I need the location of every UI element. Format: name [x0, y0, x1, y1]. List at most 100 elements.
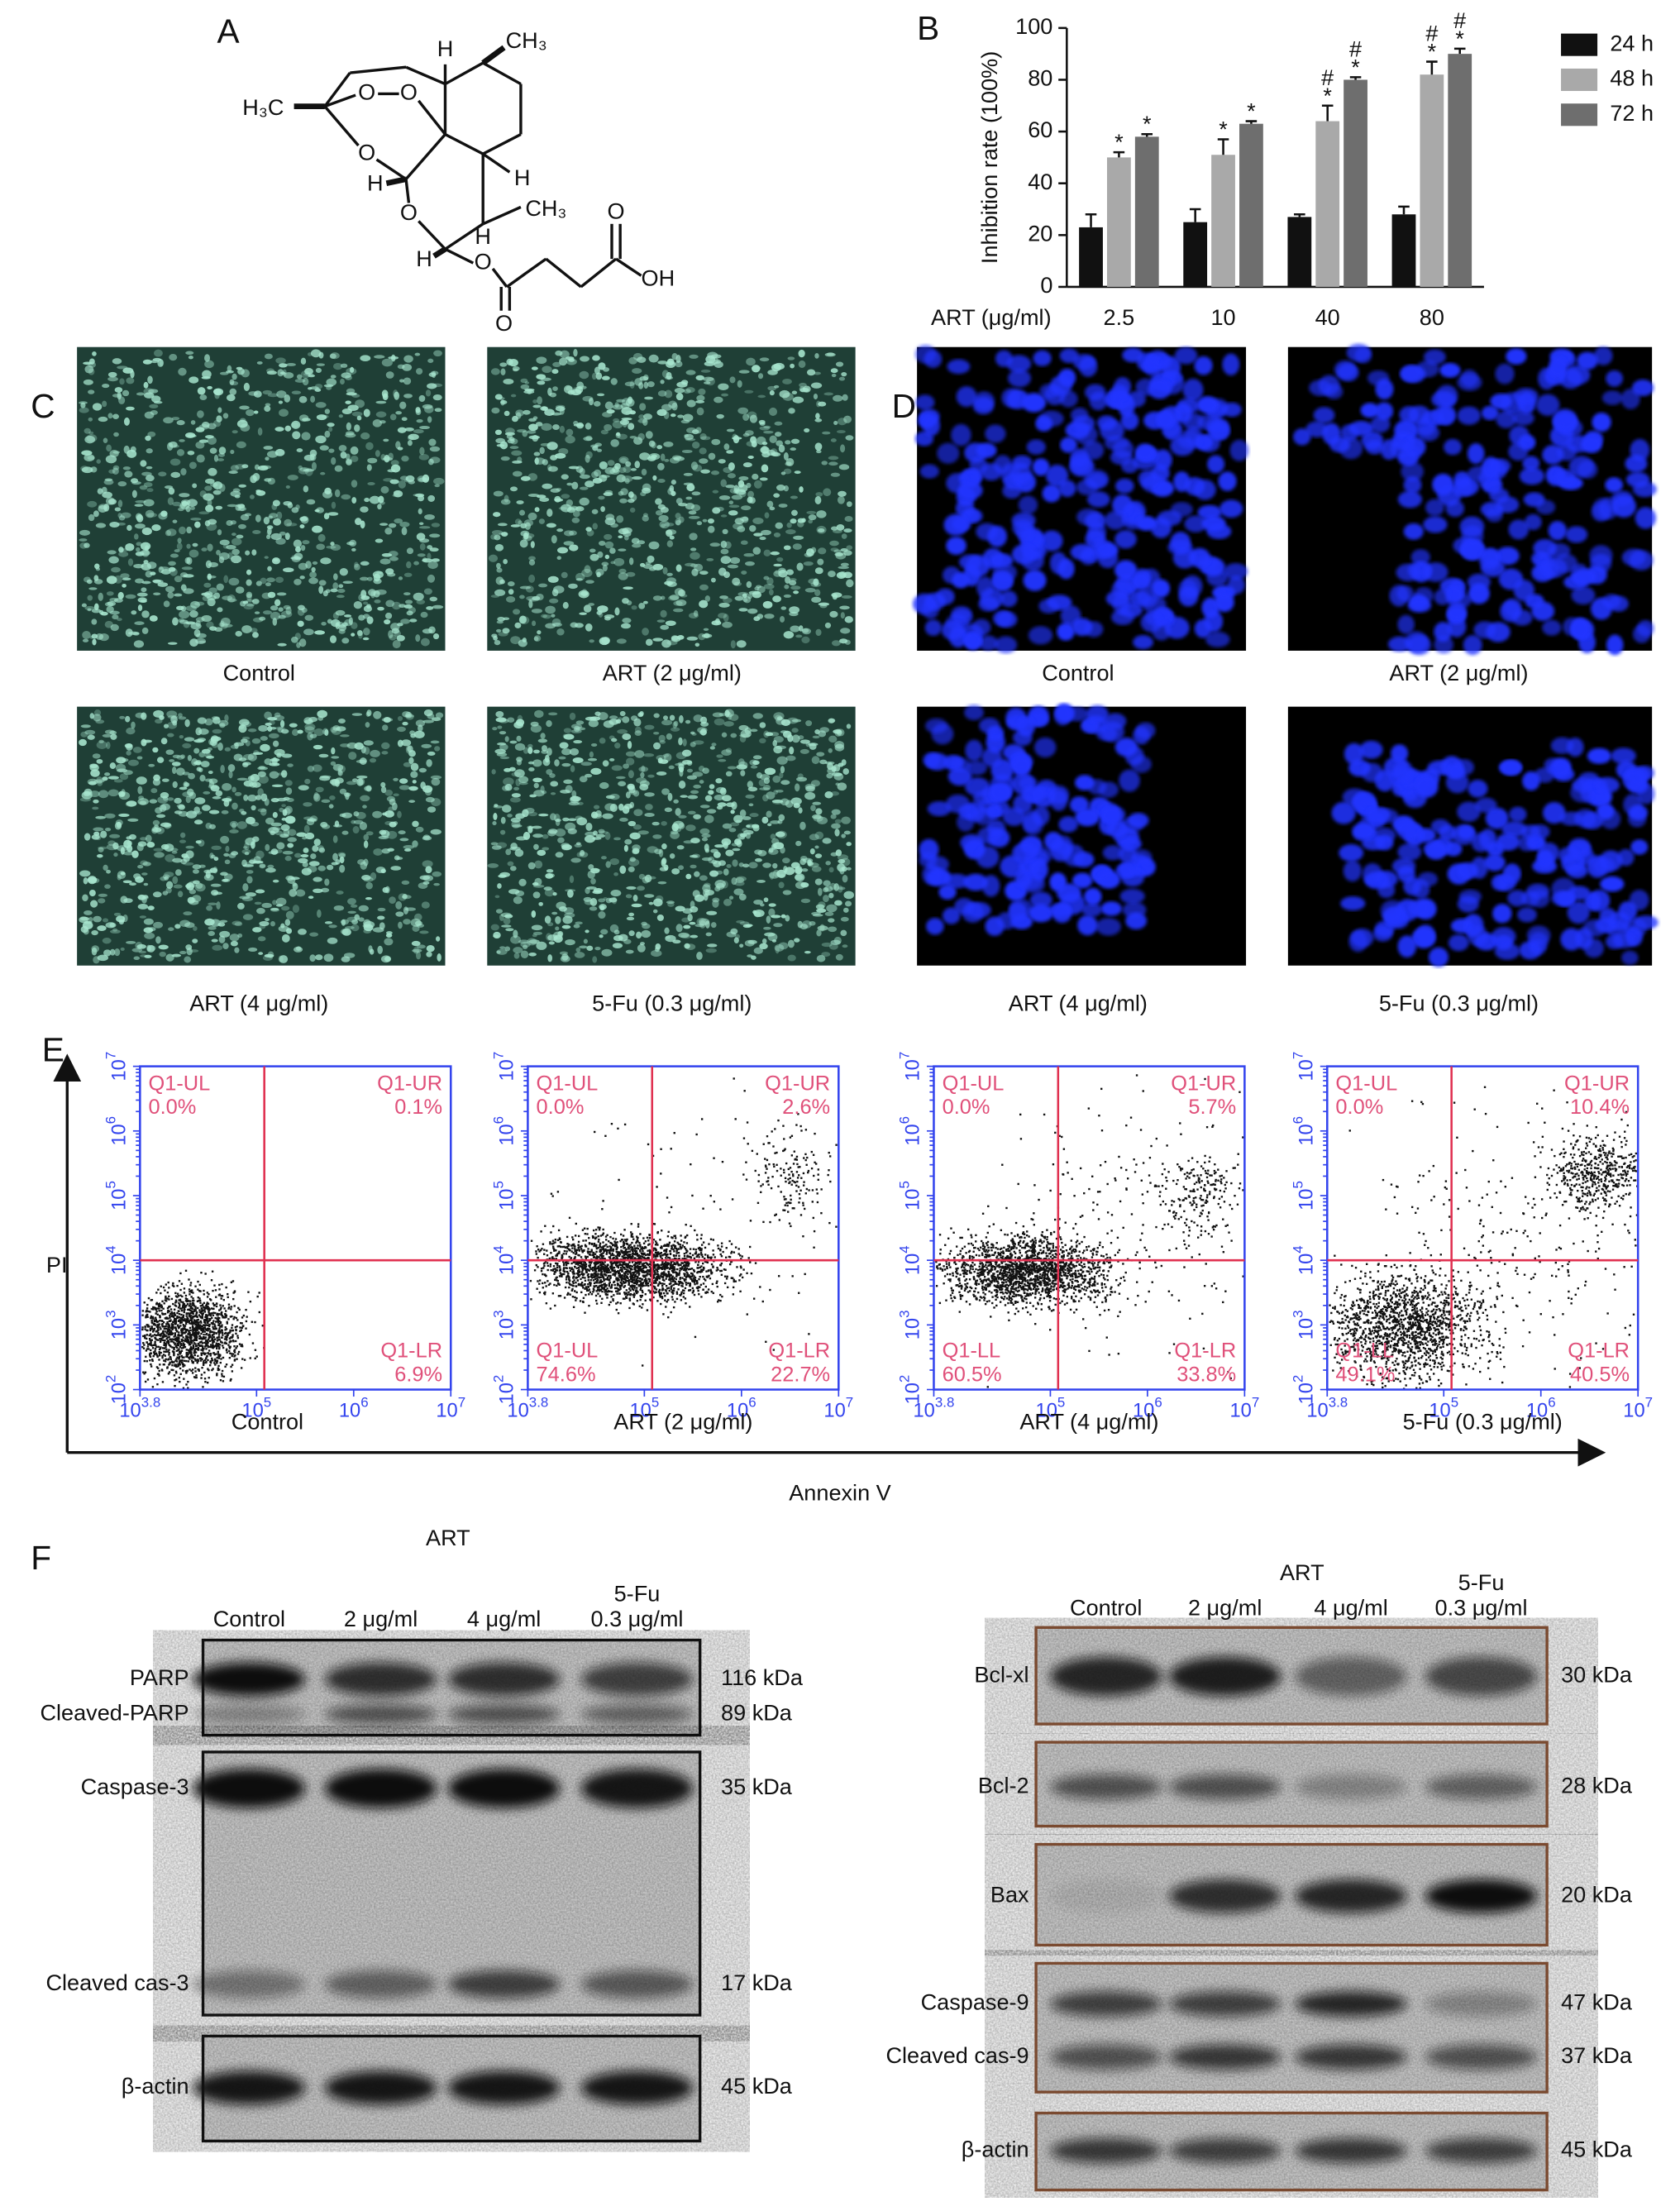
- cell: [600, 506, 605, 513]
- nucleus: [1097, 871, 1121, 889]
- cell: [262, 610, 272, 615]
- cell: [179, 786, 188, 790]
- cell: [326, 864, 334, 871]
- cell: [804, 427, 810, 433]
- cell: [308, 861, 320, 867]
- cell: [690, 934, 699, 938]
- cell: [356, 415, 362, 421]
- nucleus: [978, 596, 1000, 612]
- nucleus: [981, 875, 1000, 897]
- cell: [513, 896, 523, 905]
- event-dot: [175, 1330, 179, 1333]
- cell: [805, 786, 815, 792]
- cell: [384, 956, 391, 962]
- cell: [198, 752, 206, 758]
- cell: [790, 625, 800, 633]
- nucleus: [954, 897, 974, 915]
- cell: [208, 771, 213, 775]
- cell: [220, 617, 231, 626]
- cell: [123, 770, 133, 776]
- cell: [246, 409, 255, 417]
- cell: [716, 413, 724, 419]
- cell: [833, 764, 841, 772]
- cell: [822, 431, 831, 435]
- cell: [610, 561, 616, 565]
- cell: [418, 508, 422, 515]
- nucleus: [1557, 443, 1577, 461]
- cell: [491, 769, 496, 775]
- cell: [336, 891, 344, 895]
- panel-letter: F: [31, 1539, 51, 1577]
- nucleus: [1132, 849, 1153, 866]
- cell: [152, 747, 159, 753]
- cell: [730, 809, 735, 814]
- significance-star: *: [1114, 129, 1124, 155]
- cell: [653, 909, 658, 914]
- cell: [752, 365, 761, 373]
- cell: [413, 429, 424, 434]
- cell: [368, 589, 376, 596]
- cell: [831, 823, 841, 829]
- cell: [311, 566, 316, 573]
- cell: [308, 577, 318, 585]
- nucleus: [1071, 415, 1095, 432]
- cell: [842, 944, 848, 948]
- nucleus: [956, 386, 977, 408]
- cell: [301, 607, 308, 614]
- cell: [312, 845, 319, 852]
- cell: [558, 756, 566, 760]
- cell: [761, 816, 769, 824]
- caption: ART (4 μg/ml): [189, 990, 328, 1015]
- cell: [773, 532, 781, 537]
- cell: [756, 614, 764, 619]
- cell: [714, 361, 723, 368]
- cell: [738, 475, 749, 481]
- cell: [513, 786, 520, 790]
- cell: [142, 862, 151, 867]
- cell: [831, 592, 842, 598]
- cell: [308, 717, 318, 723]
- event-dot: [154, 1340, 156, 1344]
- nucleus: [978, 635, 999, 651]
- cell: [218, 452, 226, 457]
- cell: [331, 747, 336, 755]
- cell: [291, 507, 299, 513]
- cell: [673, 600, 683, 606]
- cell: [767, 385, 777, 391]
- cell: [642, 923, 651, 929]
- cell: [785, 575, 790, 585]
- cell: [408, 757, 414, 764]
- cell: [335, 622, 340, 629]
- cell: [580, 762, 592, 766]
- cell: [772, 595, 781, 603]
- cell: [519, 509, 526, 516]
- cell: [401, 880, 410, 885]
- cell: [284, 780, 293, 786]
- cell: [183, 781, 189, 788]
- cell: [223, 873, 233, 881]
- nucleus: [915, 394, 935, 410]
- cell: [165, 953, 174, 962]
- cell: [397, 739, 403, 747]
- cell: [551, 614, 556, 618]
- cell: [676, 845, 685, 850]
- cell: [117, 513, 122, 518]
- cell: [134, 621, 145, 625]
- cell: [759, 738, 766, 744]
- cell: [319, 445, 329, 451]
- cell: [419, 930, 429, 934]
- cell: [392, 639, 401, 649]
- nucleus: [1348, 421, 1374, 437]
- cell: [720, 540, 728, 549]
- cell: [377, 907, 386, 912]
- cell: [516, 735, 522, 742]
- cell: [403, 572, 413, 577]
- cell: [532, 399, 538, 404]
- cell: [79, 407, 89, 413]
- cell: [780, 730, 788, 733]
- cell: [117, 480, 127, 487]
- cell: [153, 774, 160, 781]
- cell: [434, 746, 441, 752]
- cell: [557, 931, 564, 937]
